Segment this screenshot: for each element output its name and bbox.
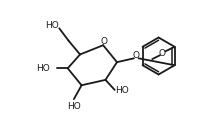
Text: O: O — [158, 49, 165, 58]
Text: HO: HO — [44, 21, 58, 30]
Text: O: O — [100, 37, 107, 46]
Text: O: O — [132, 51, 139, 60]
Text: HO: HO — [67, 102, 80, 111]
Text: HO: HO — [36, 64, 50, 73]
Text: HO: HO — [114, 86, 128, 95]
